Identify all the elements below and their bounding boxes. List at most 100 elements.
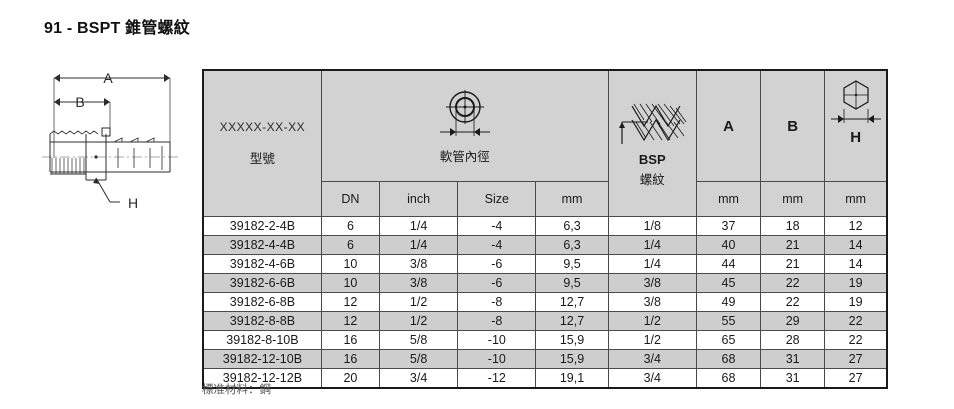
header-hose-id-group: 軟管內徑 bbox=[320, 69, 609, 182]
model-code-pattern: XXXXX-XX-XX bbox=[219, 120, 306, 134]
header-bsp: BSP 螺紋 bbox=[607, 69, 697, 217]
header-a-label: A bbox=[723, 117, 734, 135]
header-sub-dn: DN bbox=[320, 181, 381, 217]
cell-dn: 12 bbox=[320, 311, 381, 331]
dimension-label-b: B bbox=[75, 94, 84, 110]
cell-model: 39182-12-10B bbox=[202, 349, 322, 369]
cell-h: 27 bbox=[824, 368, 888, 388]
header-b-label: B bbox=[787, 117, 799, 135]
cell-h: 22 bbox=[824, 311, 888, 331]
header-a: A bbox=[695, 69, 762, 182]
table-row[interactable]: 39182-12-12B 20 3/4 -12 19,1 3/4 68 31 27 bbox=[202, 368, 888, 388]
cell-dn: 12 bbox=[320, 292, 381, 312]
cell-model: 39182-4-4B bbox=[202, 235, 322, 255]
table-row[interactable]: 39182-6-6B 10 3/8 -6 9,5 3/8 45 22 19 bbox=[202, 273, 888, 293]
cell-model: 39182-2-4B bbox=[202, 216, 322, 236]
cell-h: 22 bbox=[824, 330, 888, 350]
header-h-label: H bbox=[850, 129, 862, 146]
header-sub-inch: inch bbox=[378, 181, 459, 217]
cell-bsp: 3/4 bbox=[607, 349, 697, 369]
table-row[interactable]: 39182-12-10B 16 5/8 -10 15,9 3/4 68 31 27 bbox=[202, 349, 888, 369]
thread-profile-icon bbox=[614, 100, 690, 150]
cell-model: 39182-6-8B bbox=[202, 292, 322, 312]
table-row[interactable]: 39182-2-4B 6 1/4 -4 6,3 1/8 37 18 12 bbox=[202, 216, 888, 236]
cell-h: 14 bbox=[824, 235, 888, 255]
concentric-circle-bore-icon bbox=[430, 88, 500, 144]
cell-b: 18 bbox=[760, 216, 826, 236]
cell-h: 19 bbox=[824, 292, 888, 312]
cell-a: 65 bbox=[695, 330, 762, 350]
cell-mm: 12,7 bbox=[535, 292, 609, 312]
table-row[interactable]: 39182-4-4B 6 1/4 -4 6,3 1/4 40 21 14 bbox=[202, 235, 888, 255]
cell-b: 21 bbox=[760, 254, 826, 274]
cell-h: 27 bbox=[824, 349, 888, 369]
cell-size: -12 bbox=[457, 368, 537, 388]
header-h: H bbox=[824, 69, 888, 182]
table-row[interactable]: 39182-4-6B 10 3/8 -6 9,5 1/4 44 21 14 bbox=[202, 254, 888, 274]
cell-dn: 16 bbox=[320, 349, 381, 369]
cell-dn: 16 bbox=[320, 330, 381, 350]
table-row[interactable]: 39182-8-8B 12 1/2 -8 12,7 1/2 55 29 22 bbox=[202, 311, 888, 331]
cell-inch: 1/2 bbox=[378, 292, 459, 312]
cell-a: 44 bbox=[695, 254, 762, 274]
cell-size: -10 bbox=[457, 349, 537, 369]
cell-a: 40 bbox=[695, 235, 762, 255]
cell-mm: 6,3 bbox=[535, 235, 609, 255]
cell-bsp: 1/4 bbox=[607, 254, 697, 274]
hose-id-group-label: 軟管內徑 bbox=[439, 149, 490, 164]
dimension-label-h: H bbox=[128, 195, 138, 211]
cell-size: -8 bbox=[457, 292, 537, 312]
dimension-label-a: A bbox=[103, 70, 113, 86]
cell-bsp: 1/2 bbox=[607, 330, 697, 350]
spec-table-container: XXXXX-XX-XX 型號 bbox=[202, 69, 888, 389]
cell-b: 22 bbox=[760, 292, 826, 312]
cell-bsp: 1/2 bbox=[607, 311, 697, 331]
cell-size: -4 bbox=[457, 216, 537, 236]
cell-mm: 12,7 bbox=[535, 311, 609, 331]
cell-b: 31 bbox=[760, 349, 826, 369]
cell-size: -6 bbox=[457, 273, 537, 293]
cell-dn: 6 bbox=[320, 216, 381, 236]
bsp-label-line2: 螺紋 bbox=[639, 172, 665, 187]
cell-a: 68 bbox=[695, 368, 762, 388]
hexagon-across-flats-icon bbox=[825, 75, 887, 129]
cell-model: 39182-4-6B bbox=[202, 254, 322, 274]
cell-mm: 6,3 bbox=[535, 216, 609, 236]
cell-mm: 15,9 bbox=[535, 349, 609, 369]
cell-a: 45 bbox=[695, 273, 762, 293]
cell-model: 39182-12-12B bbox=[202, 368, 322, 388]
spec-table: XXXXX-XX-XX 型號 bbox=[202, 69, 888, 389]
cell-inch: 1/4 bbox=[378, 235, 459, 255]
cell-a: 68 bbox=[695, 349, 762, 369]
cell-inch: 1/4 bbox=[378, 216, 459, 236]
header-sub-size: Size bbox=[457, 181, 537, 217]
page-title: 91 - BSPT 錐管螺紋 bbox=[44, 20, 190, 37]
cell-a: 37 bbox=[695, 216, 762, 236]
cell-dn: 20 bbox=[320, 368, 381, 388]
cell-a: 55 bbox=[695, 311, 762, 331]
cell-inch: 5/8 bbox=[378, 349, 459, 369]
cell-model: 39182-6-6B bbox=[202, 273, 322, 293]
model-label: 型號 bbox=[249, 152, 275, 166]
header-sub-mm: mm bbox=[535, 181, 609, 217]
table-row[interactable]: 39182-8-10B 16 5/8 -10 15,9 1/2 65 28 22 bbox=[202, 330, 888, 350]
cell-bsp: 3/8 bbox=[607, 273, 697, 293]
cell-inch: 5/8 bbox=[378, 330, 459, 350]
cell-b: 31 bbox=[760, 368, 826, 388]
cell-b: 22 bbox=[760, 273, 826, 293]
cell-h: 19 bbox=[824, 273, 888, 293]
footnote-material: 標准材料：鋼 bbox=[202, 384, 271, 396]
cell-dn: 6 bbox=[320, 235, 381, 255]
cell-inch: 3/8 bbox=[378, 273, 459, 293]
cell-h: 14 bbox=[824, 254, 888, 274]
table-row[interactable]: 39182-6-8B 12 1/2 -8 12,7 3/8 49 22 19 bbox=[202, 292, 888, 312]
cell-size: -6 bbox=[457, 254, 537, 274]
cell-a: 49 bbox=[695, 292, 762, 312]
cell-mm: 9,5 bbox=[535, 273, 609, 293]
cell-b: 21 bbox=[760, 235, 826, 255]
header-model: XXXXX-XX-XX 型號 bbox=[202, 69, 322, 217]
cell-bsp: 3/4 bbox=[607, 368, 697, 388]
cell-bsp: 3/8 bbox=[607, 292, 697, 312]
cell-bsp: 1/8 bbox=[607, 216, 697, 236]
cell-size: -4 bbox=[457, 235, 537, 255]
